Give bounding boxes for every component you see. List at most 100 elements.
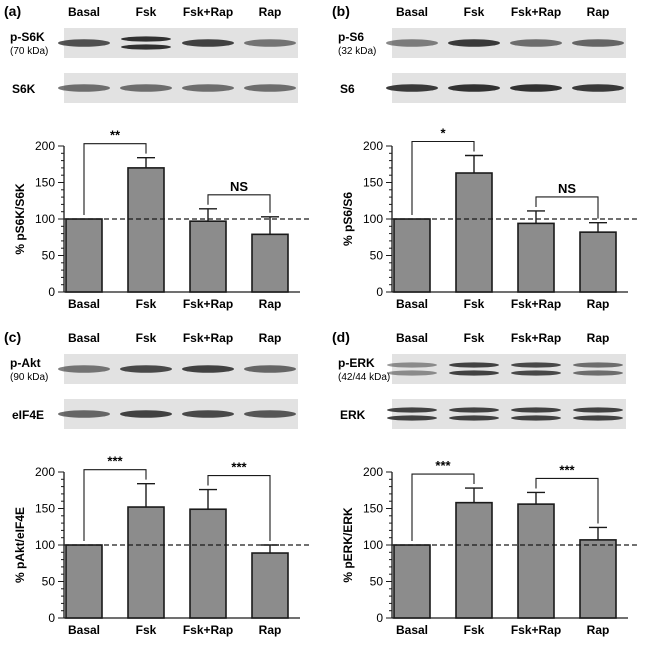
blot-row-mass: (70 kDa) [10, 46, 48, 57]
panel-d: (d) Basal Fsk Fsk+Rap Rap p-ERK (42/44 kDa) ERK… [328, 326, 646, 644]
lane-label: Fsk+Rap [511, 331, 561, 345]
blot-band [58, 84, 110, 92]
bar [579, 539, 617, 619]
lane-label: Fsk [464, 5, 485, 19]
blot-row-label: p-S6K [10, 30, 45, 44]
significance-bracket [535, 196, 599, 219]
y-tick-label: 50 [42, 575, 56, 589]
blot-band [572, 39, 624, 47]
blot-band [449, 407, 499, 413]
panel-a-figure: (a) Basal Fsk Fsk+Rap Rap p-S6K (70 kDa) S6K 0 50… [4, 3, 310, 311]
blot-band [58, 365, 110, 373]
x-tick-label: Rap [587, 297, 610, 311]
y-axis-label: % pS6/S6 [341, 192, 355, 246]
blot-band [386, 39, 438, 47]
x-tick-label: Rap [259, 297, 282, 311]
blot-band [511, 415, 561, 421]
panel-b-figure: (b) Basal Fsk Fsk+Rap Rap p-S6 (32 kDa) S6 0 50 10… [332, 3, 638, 311]
panel-a: (a) Basal Fsk Fsk+Rap Rap p-S6K (70 kDa) S6K 0 50… [0, 0, 318, 318]
blot-band [511, 370, 561, 376]
lane-label: Fsk+Rap [183, 5, 233, 19]
lane-label: Fsk [136, 5, 157, 19]
lane-label: Fsk+Rap [183, 331, 233, 345]
significance-bracket [83, 143, 147, 215]
blot-band [244, 84, 296, 92]
panel-d-figure: (d) Basal Fsk Fsk+Rap Rap p-ERK (42/44 kDa) ERK… [332, 329, 638, 637]
bar [393, 218, 431, 293]
x-tick-label: Rap [587, 623, 610, 637]
significance-label: NS [230, 179, 248, 194]
bar [127, 506, 165, 619]
bar [65, 544, 103, 619]
y-tick-label: 200 [35, 139, 55, 153]
y-tick-label: 100 [363, 212, 383, 226]
blot-row-label: p-S6 [338, 30, 364, 44]
blot-band [386, 84, 438, 92]
blot-band [121, 36, 171, 42]
y-tick-label: 150 [35, 176, 55, 190]
lane-label: Fsk+Rap [511, 5, 561, 19]
lane-label: Rap [587, 5, 610, 19]
bar [251, 233, 289, 293]
y-axis-label: % pAkt/eIF4E [13, 507, 27, 583]
y-tick-label: 150 [363, 502, 383, 516]
blot-band [58, 39, 110, 47]
x-tick-label: Fsk [464, 297, 485, 311]
x-tick-label: Basal [396, 623, 428, 637]
x-tick-label: Fsk+Rap [183, 623, 233, 637]
lane-label: Basal [68, 331, 100, 345]
blot-row-mass: (32 kDa) [338, 46, 376, 57]
blot-band [510, 84, 562, 92]
significance-bracket [535, 477, 599, 524]
blot-band [572, 84, 624, 92]
bar [393, 544, 431, 619]
blot-band [573, 362, 623, 368]
blot-band [449, 370, 499, 376]
x-tick-label: Basal [68, 623, 100, 637]
significance-bracket [83, 469, 147, 541]
blot-band [573, 407, 623, 413]
blot-row-label: S6 [340, 82, 355, 96]
lane-label: Basal [68, 5, 100, 19]
blot-row-label: S6K [12, 82, 36, 96]
bar [251, 552, 289, 619]
y-tick-label: 200 [363, 465, 383, 479]
blot-band [182, 410, 234, 418]
significance-bracket [411, 473, 475, 541]
blot-band [120, 84, 172, 92]
blot-band [58, 410, 110, 418]
y-axis-label: % pERK/ERK [341, 507, 355, 583]
y-tick-label: 50 [370, 575, 384, 589]
blot-band [510, 39, 562, 47]
lane-label: Rap [587, 331, 610, 345]
x-tick-label: Rap [259, 623, 282, 637]
bar [189, 508, 227, 619]
lane-label: Basal [396, 331, 428, 345]
blot-band [182, 39, 234, 47]
y-tick-label: 0 [376, 285, 383, 299]
blot-band [387, 370, 437, 376]
blot-row-mass: (42/44 kDa) [338, 372, 390, 383]
bar [517, 222, 555, 293]
blot-band [448, 39, 500, 47]
y-tick-label: 50 [42, 249, 56, 263]
y-tick-label: 100 [35, 212, 55, 226]
blot-band [511, 407, 561, 413]
blot-band [182, 365, 234, 373]
bar [189, 220, 227, 293]
significance-label: * [440, 125, 446, 140]
x-tick-label: Fsk+Rap [511, 297, 561, 311]
blot-row-label: p-Akt [10, 356, 41, 370]
blot-band [449, 362, 499, 368]
blot-band [387, 407, 437, 413]
y-tick-label: 100 [363, 538, 383, 552]
panel-letter: (a) [4, 3, 21, 19]
blot-band [244, 39, 296, 47]
blot-row-label: ERK [340, 408, 366, 422]
x-tick-label: Basal [396, 297, 428, 311]
blot-band [244, 410, 296, 418]
y-tick-label: 0 [48, 285, 55, 299]
x-tick-label: Fsk+Rap [183, 297, 233, 311]
blot-band [120, 365, 172, 373]
lane-label: Rap [259, 5, 282, 19]
